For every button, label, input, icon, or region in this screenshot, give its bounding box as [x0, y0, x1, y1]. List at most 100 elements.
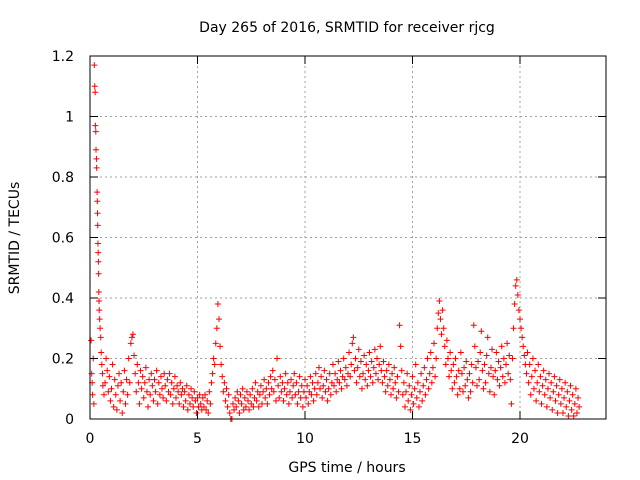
data-point	[106, 373, 113, 380]
data-point	[555, 391, 562, 398]
data-point	[564, 388, 571, 395]
data-point	[339, 373, 346, 380]
y-tick-labels: 0 0.2 0.4 0.6 0.8 1 1.2	[52, 49, 74, 428]
data-point	[389, 370, 396, 377]
data-point	[482, 379, 489, 386]
data-point	[260, 388, 267, 395]
data-point	[527, 391, 534, 398]
data-point	[131, 352, 138, 359]
data-point	[390, 385, 397, 392]
data-point	[265, 379, 272, 386]
data-point	[328, 379, 335, 386]
data-point	[479, 367, 486, 374]
data-point	[229, 400, 236, 407]
data-point	[182, 397, 189, 404]
data-point	[565, 412, 572, 419]
data-point	[276, 394, 283, 401]
data-point	[235, 397, 242, 404]
data-point	[317, 385, 324, 392]
data-point	[552, 397, 559, 404]
data-point	[149, 382, 156, 389]
data-point	[352, 355, 359, 362]
data-point	[405, 397, 412, 404]
data-point	[566, 397, 573, 404]
data-point	[274, 355, 281, 362]
data-point	[288, 376, 295, 383]
data-point	[271, 376, 278, 383]
data-point	[210, 355, 217, 362]
data-point	[417, 388, 424, 395]
data-point	[572, 385, 579, 392]
data-point	[203, 406, 210, 413]
data-point	[253, 397, 260, 404]
data-point	[261, 376, 268, 383]
data-point	[546, 370, 553, 377]
data-point	[438, 331, 445, 338]
data-point	[263, 385, 270, 392]
data-point	[345, 370, 351, 377]
data-point	[262, 394, 269, 401]
data-point	[575, 394, 582, 401]
data-point	[397, 343, 404, 350]
data-point	[121, 367, 128, 374]
data-point	[474, 382, 480, 389]
data-point	[421, 364, 428, 371]
data-point	[128, 334, 135, 341]
data-point	[543, 403, 550, 410]
data-point	[125, 355, 132, 362]
data-point	[525, 379, 532, 386]
data-point	[501, 379, 508, 386]
data-point	[462, 382, 469, 389]
data-point	[147, 391, 154, 398]
data-point	[171, 373, 178, 380]
data-point	[169, 400, 176, 407]
data-point	[319, 394, 326, 401]
data-point	[95, 270, 102, 277]
data-point	[224, 403, 231, 410]
data-point	[342, 364, 349, 371]
data-point	[219, 373, 226, 380]
data-point	[233, 403, 240, 410]
points-layer	[88, 62, 583, 422]
data-point	[538, 400, 545, 407]
data-point	[489, 346, 496, 353]
data-point	[562, 379, 569, 386]
data-point	[503, 361, 510, 368]
data-point	[290, 382, 297, 389]
data-point	[511, 301, 518, 308]
data-point	[314, 379, 321, 386]
data-point	[466, 370, 473, 377]
data-point	[298, 382, 305, 389]
data-point	[457, 349, 464, 356]
data-point	[357, 358, 364, 365]
data-point	[573, 409, 580, 416]
data-point	[282, 370, 289, 377]
data-point	[409, 373, 416, 380]
data-point	[520, 343, 527, 350]
data-point	[97, 325, 104, 332]
data-point	[486, 388, 493, 395]
data-point	[521, 352, 528, 359]
data-point	[475, 358, 482, 365]
data-point	[96, 316, 103, 323]
data-point	[98, 349, 105, 356]
data-point	[91, 62, 98, 69]
data-point	[323, 376, 330, 383]
data-point	[313, 391, 320, 398]
data-point	[450, 361, 457, 368]
data-point	[236, 409, 243, 416]
y-tick-label: 0.4	[52, 291, 74, 307]
data-point	[327, 391, 334, 398]
data-point	[425, 385, 432, 392]
data-point	[436, 298, 443, 305]
data-point	[477, 349, 484, 356]
data-point	[349, 340, 356, 347]
data-point	[318, 373, 325, 380]
data-point	[104, 367, 111, 374]
data-point	[356, 373, 363, 380]
data-point	[541, 391, 548, 398]
data-point	[107, 397, 114, 404]
data-point	[499, 373, 506, 380]
data-point	[132, 370, 139, 377]
